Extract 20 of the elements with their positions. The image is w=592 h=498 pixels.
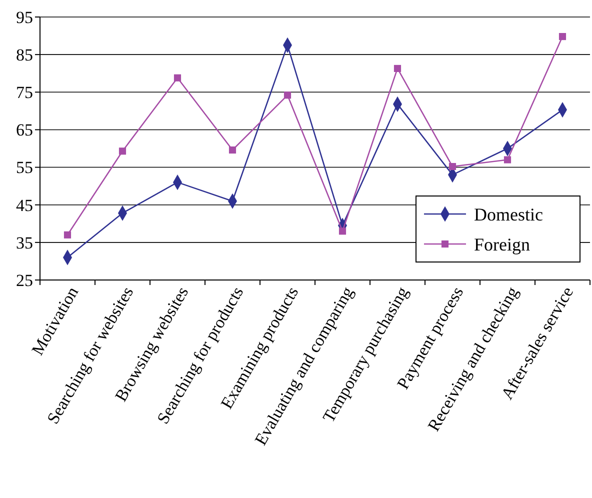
point: [558, 33, 566, 40]
point: [118, 148, 126, 155]
y-tick-label: 85: [16, 46, 33, 65]
y-tick-label: 35: [16, 233, 33, 252]
point: [174, 74, 182, 82]
legend-label: Foreign: [474, 234, 530, 254]
point: [64, 231, 72, 238]
y-tick-label: 95: [16, 8, 33, 27]
y-tick-label: 75: [16, 83, 33, 102]
y-tick-label: 25: [16, 270, 33, 290]
y-tick-label: 45: [16, 196, 33, 215]
legend-label: Domestic: [474, 204, 543, 224]
point: [504, 156, 512, 164]
y-tick-label: 55: [16, 158, 33, 178]
point: [394, 64, 402, 72]
y-tick-label: 65: [16, 120, 33, 140]
point: [448, 163, 456, 170]
point: [228, 146, 236, 154]
point: [338, 228, 346, 235]
point: [284, 92, 292, 99]
